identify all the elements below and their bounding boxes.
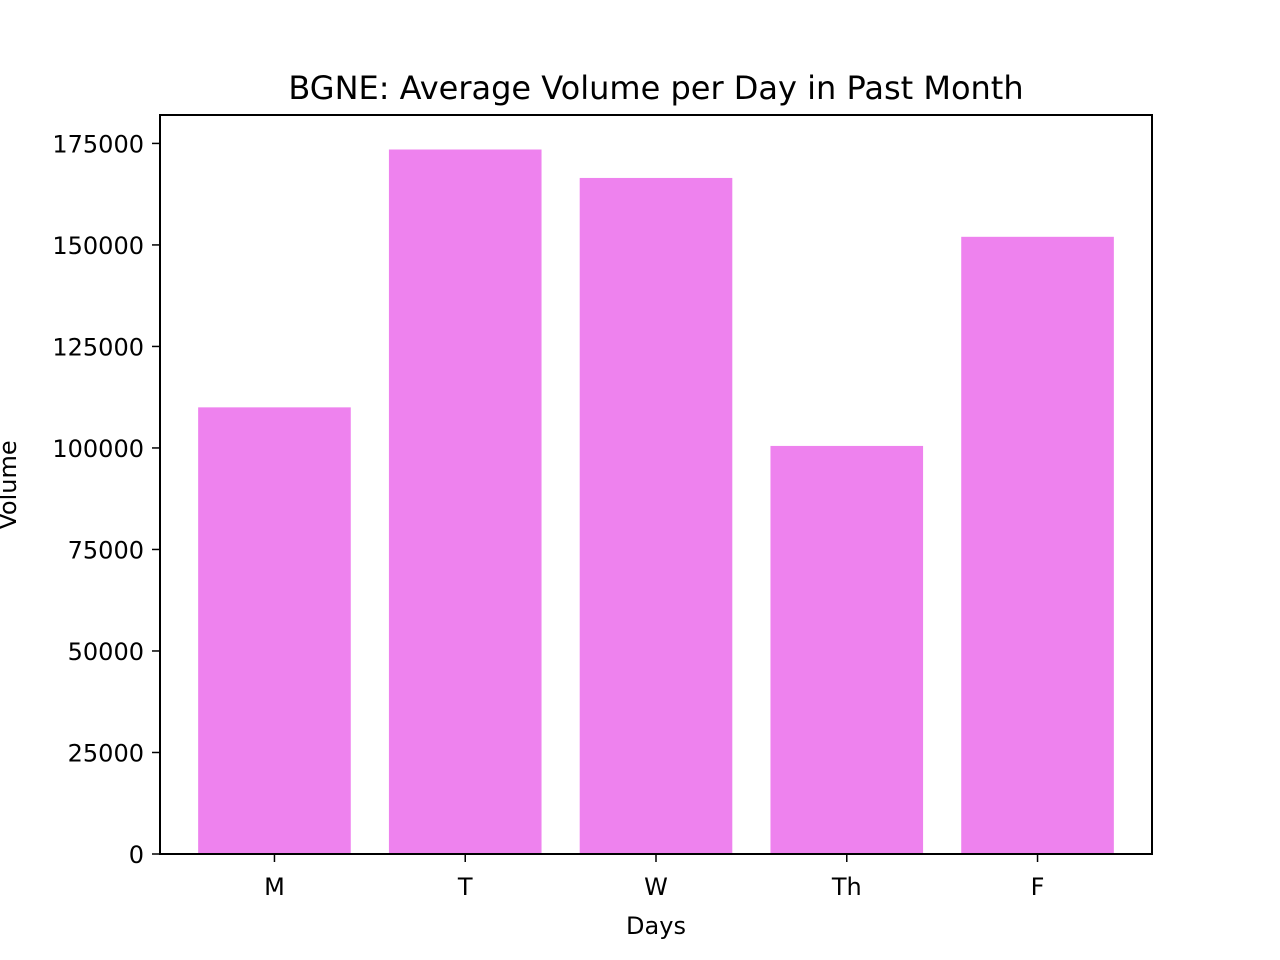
bar-m	[198, 407, 351, 854]
y-tick-label: 150000	[52, 232, 144, 260]
y-axis-ticks: 0 25000 50000 75000 100000 125000 150000 175000	[52, 130, 160, 869]
x-tick-label: Th	[831, 873, 862, 901]
x-axis-label: Days	[626, 912, 686, 940]
chart-title: BGNE: Average Volume per Day in Past Mon…	[288, 69, 1023, 107]
y-tick-label: 75000	[68, 536, 144, 564]
bars-layer	[198, 149, 1114, 854]
x-tick-label: T	[457, 873, 473, 901]
x-tick-label: M	[264, 873, 285, 901]
bar-th	[770, 445, 924, 854]
y-tick-label: 125000	[52, 333, 144, 361]
bar-t	[388, 149, 542, 854]
y-tick-label: 0	[129, 841, 144, 869]
plot-frame	[159, 114, 1153, 855]
y-tick-label: 25000	[68, 739, 144, 767]
bar-f	[961, 236, 1114, 854]
y-tick-label: 100000	[52, 435, 144, 463]
x-axis-ticks: M T W Th F	[264, 854, 1044, 901]
x-tick-label: F	[1031, 873, 1045, 901]
y-tick-label: 175000	[52, 130, 144, 158]
y-tick-label: 50000	[68, 638, 144, 666]
y-axis-label: Volume	[0, 440, 22, 529]
bar-w	[579, 177, 733, 854]
x-tick-label: W	[644, 873, 668, 901]
